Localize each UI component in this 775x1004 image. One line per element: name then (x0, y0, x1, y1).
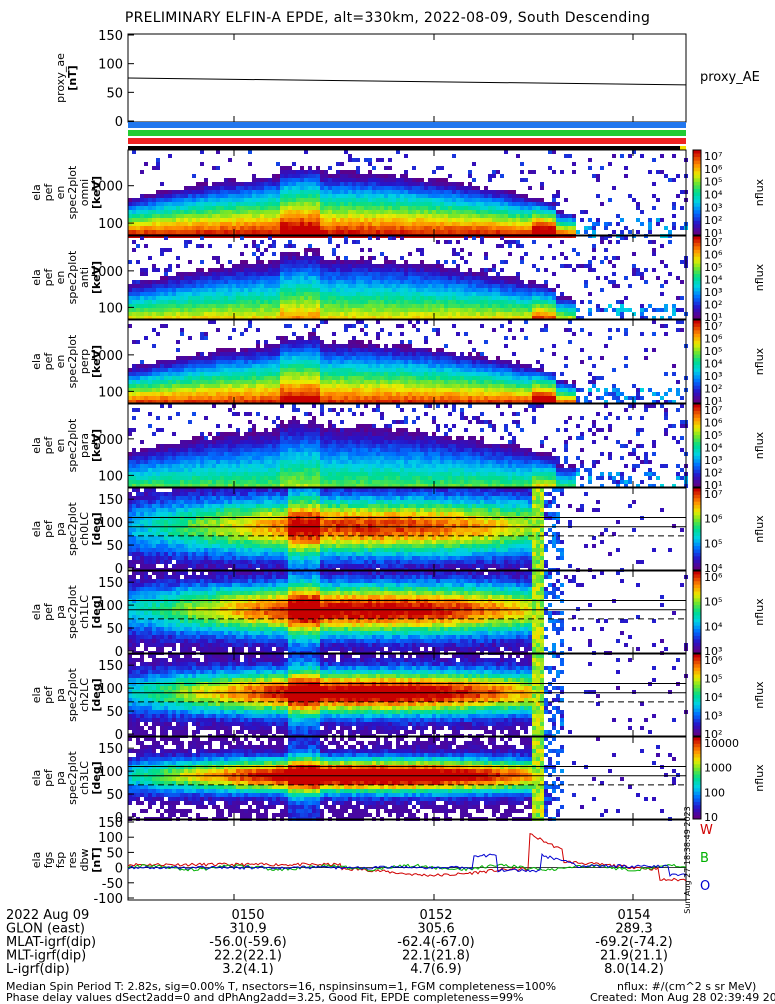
pitch-heatmap (128, 737, 680, 821)
pitch-ytick: 100 (98, 682, 123, 697)
fgs-ytick: 0 (115, 862, 123, 877)
energy-ytick: 1000 (90, 180, 123, 195)
orbit-bar (680, 146, 686, 150)
energy-ytick: 100 (98, 301, 123, 316)
pitch-ytick: 50 (106, 788, 123, 803)
svg-text:10⁵: 10⁵ (704, 176, 722, 189)
fgs-ytick: -50 (102, 877, 123, 892)
svg-text:[nT]: [nT] (66, 65, 79, 90)
svg-text:10³: 10³ (704, 286, 722, 299)
energy-heatmap (128, 236, 688, 320)
energy-ytick: 1000 (90, 349, 123, 364)
svg-text:10⁵: 10⁵ (704, 261, 722, 274)
pitch-ytick: 100 (98, 765, 123, 780)
ae-ytick: 0 (115, 115, 123, 130)
fgs-trace-w (128, 834, 686, 881)
fgs-ytick: 150 (98, 816, 123, 831)
svg-text:10⁴: 10⁴ (704, 274, 723, 287)
energy-ytick: 100 (98, 385, 123, 400)
proxy-ae-line (128, 78, 686, 85)
svg-text:10⁷: 10⁷ (704, 150, 722, 163)
pitch-ytick: 0 (115, 562, 123, 577)
svg-text:10⁷: 10⁷ (704, 236, 722, 249)
energy-ytick: 100 (98, 217, 123, 232)
energy-heatmap (128, 404, 688, 488)
pitch-ytick: 150 (98, 659, 123, 674)
orbit-bar (128, 130, 686, 136)
energy-ytick: 100 (98, 469, 123, 484)
pitch-ytick: 0 (115, 728, 123, 743)
ae-ytick: 150 (98, 29, 123, 44)
fgs-ytick: 50 (106, 846, 123, 861)
svg-text:nflux: nflux (753, 263, 766, 291)
ae-ylabel: proxy_ae[nT] (54, 53, 79, 103)
fgs-legend-B: B (700, 851, 709, 866)
svg-text:10³: 10³ (704, 201, 722, 214)
pitch-ytick: 50 (106, 705, 123, 720)
footer-created: Created: Mon Aug 28 02:39:49 2023 (590, 991, 775, 1004)
svg-text:10⁴: 10⁴ (704, 189, 723, 202)
energy-ytick: 1000 (90, 433, 123, 448)
orbit-bar (128, 138, 686, 144)
pitch-ytick: 50 (106, 622, 123, 637)
pitch-ytick: 100 (98, 599, 123, 614)
svg-text:10²: 10² (704, 299, 722, 312)
fgs-ytick: -100 (93, 892, 123, 907)
fgs-legend-O: O (700, 879, 710, 894)
pitch-ytick: 0 (115, 645, 123, 660)
pitch-heatmap (128, 654, 688, 738)
ae-ytick: 50 (106, 86, 123, 101)
pitch-ytick: 100 (98, 516, 123, 531)
svg-text:10⁶: 10⁶ (704, 163, 723, 176)
fgs-ytick: 100 (98, 831, 123, 846)
svg-text:10²: 10² (704, 214, 722, 227)
pitch-ytick: 50 (106, 539, 123, 554)
pitch-ytick: 150 (98, 493, 123, 508)
pitch-heatmap (128, 488, 684, 572)
energy-heatmap (128, 320, 688, 404)
orbit-bar (128, 122, 686, 128)
ae-ytick: 100 (98, 58, 123, 73)
fgs-side-label: Sun Aug 27 18:38:49 2023 (683, 806, 692, 913)
proxy-ae-series-label: proxy_AE (700, 70, 760, 85)
energy-heatmap (128, 150, 688, 238)
pitch-ytick: 150 (98, 742, 123, 757)
orbit-bar (128, 146, 686, 150)
energy-ytick: 1000 (90, 265, 123, 280)
footer-line-2: Phase delay values dSect2add=0 and dPhAn… (6, 991, 523, 1004)
svg-text:nflux: nflux (753, 178, 766, 206)
proxy-ae-panel (128, 34, 686, 122)
pitch-heatmap (128, 571, 688, 655)
fgs-legend-W: W (700, 823, 713, 838)
svg-text:10⁶: 10⁶ (704, 249, 723, 262)
fgs-panel (128, 820, 686, 900)
pitch-ytick: 150 (98, 576, 123, 591)
